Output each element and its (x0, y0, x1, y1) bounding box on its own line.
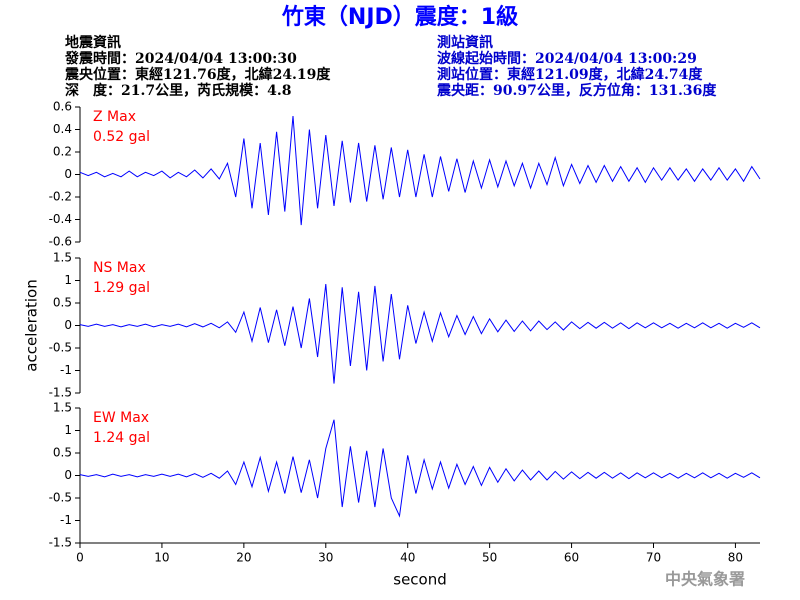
watermark: 中央氣象署 (665, 570, 745, 589)
info-line: 測站位置：東經121.09度，北緯24.74度 (437, 66, 703, 83)
info-line: 震央位置：東經121.76度，北緯24.19度 (64, 66, 331, 83)
y-tick-label: -1.5 (49, 386, 72, 400)
x-tick-label: 40 (400, 551, 415, 565)
info-line: 地震資訊 (65, 34, 121, 51)
y-tick-label: -1.5 (49, 536, 72, 550)
info-line: 震央距：90.97公里，反方位角：131.36度 (436, 82, 717, 99)
y-tick-label: 1.5 (53, 251, 72, 265)
y-tick-label: 1 (64, 423, 72, 437)
component-label: Z Max (93, 109, 136, 125)
y-tick-label: 0.5 (53, 446, 72, 460)
x-tick-label: 0 (76, 551, 84, 565)
x-tick-label: 70 (646, 551, 661, 565)
y-tick-label: -1 (60, 363, 72, 377)
y-tick-label: -0.2 (49, 190, 72, 204)
x-axis-label: second (393, 571, 447, 589)
y-tick-label: 0.4 (53, 122, 72, 136)
x-tick-label: 20 (236, 551, 251, 565)
x-tick-label: 80 (728, 551, 743, 565)
y-tick-label: 0 (64, 468, 72, 482)
y-tick-label: 0.5 (53, 296, 72, 310)
title: 竹東（NJD）震度：1級 (281, 4, 518, 30)
y-tick-label: -0.4 (49, 212, 72, 226)
x-tick-label: 60 (564, 551, 579, 565)
y-tick-label: -0.5 (49, 491, 72, 505)
x-tick-label: 50 (482, 551, 497, 565)
y-tick-label: -0.6 (49, 235, 72, 249)
y-tick-label: 0 (64, 318, 72, 332)
waveform (79, 284, 761, 384)
y-tick-label: 0.6 (53, 100, 72, 114)
y-tick-label: 0 (64, 167, 72, 181)
y-tick-label: 1.5 (53, 401, 72, 415)
y-tick-label: 0.2 (53, 145, 72, 159)
y-tick-label: 1 (64, 273, 72, 287)
y-tick-label: -1 (60, 513, 72, 527)
info-line: 深 度：21.7公里，芮氏規模：4.8 (65, 82, 291, 99)
x-tick-label: 10 (154, 551, 169, 565)
waveform (79, 115, 761, 226)
info-line: 發震時間：2024/04/04 13:00:30 (64, 50, 297, 67)
y-axis-label: acceleration (23, 279, 41, 371)
x-tick-label: 30 (318, 551, 333, 565)
max-label: 1.29 gal (93, 280, 150, 296)
info-line: 測站資訊 (437, 34, 493, 51)
max-label: 1.24 gal (93, 430, 150, 446)
waveform (79, 419, 761, 518)
component-label: EW Max (93, 410, 149, 426)
info-line: 波線起始時間：2024/04/04 13:00:29 (437, 50, 697, 67)
max-label: 0.52 gal (93, 129, 150, 145)
y-tick-label: -0.5 (49, 341, 72, 355)
component-label: NS Max (93, 260, 146, 276)
